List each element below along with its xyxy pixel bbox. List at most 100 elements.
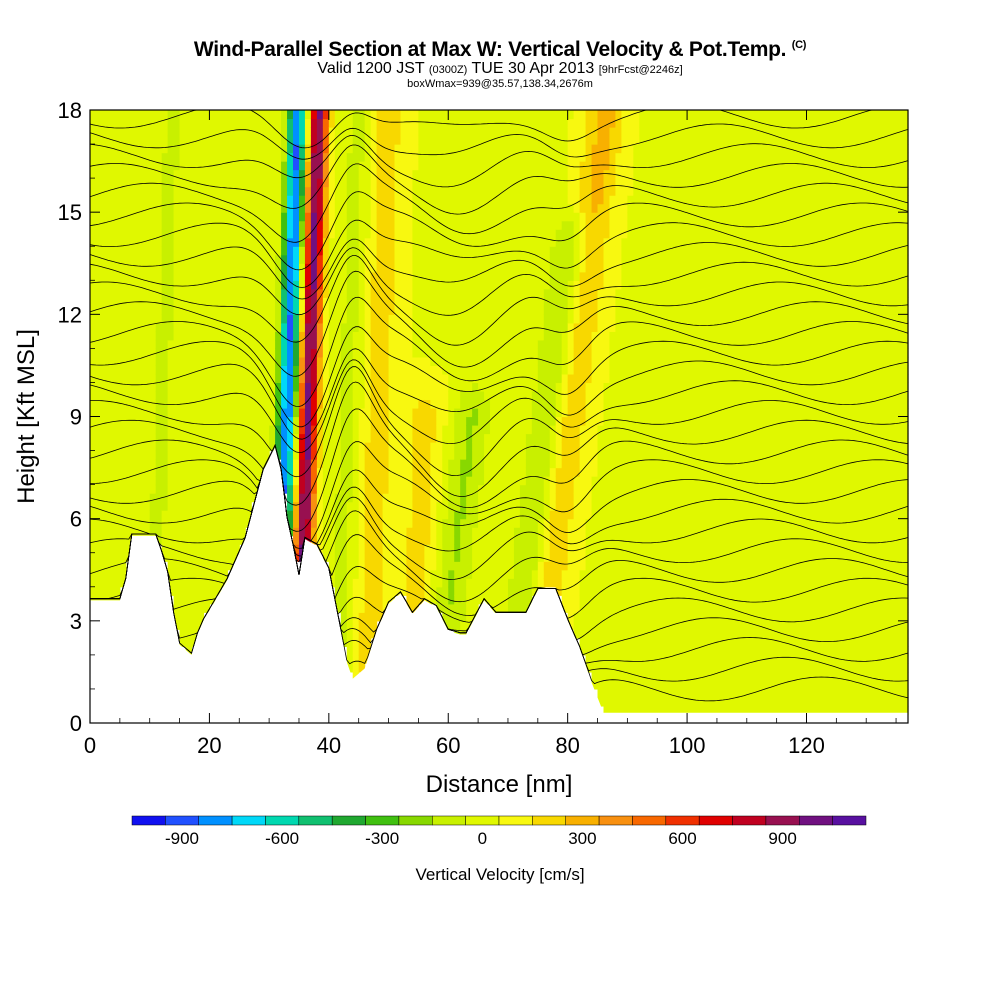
velocity-cell [143, 144, 151, 154]
velocity-cell [442, 535, 449, 545]
velocity-cell [376, 612, 384, 622]
velocity-cell [173, 501, 181, 511]
velocity-cell [257, 305, 264, 315]
velocity-cell [293, 152, 300, 162]
velocity-cell [597, 518, 605, 528]
velocity-cell [543, 322, 551, 332]
velocity-cell [131, 527, 139, 537]
velocity-cell [555, 450, 563, 460]
velocity-cell [370, 152, 378, 162]
velocity-cell [442, 237, 449, 247]
velocity-cell [155, 314, 163, 324]
velocity-cell [310, 220, 318, 230]
velocity-cell [382, 535, 390, 545]
velocity-cell [442, 620, 449, 630]
velocity-cell [537, 161, 545, 171]
velocity-cell [567, 135, 575, 145]
velocity-cell [579, 416, 587, 426]
velocity-cell [245, 314, 252, 324]
velocity-cell [179, 356, 187, 367]
velocity-cell [567, 144, 575, 154]
velocity-cell [490, 331, 497, 341]
velocity-cell [442, 399, 449, 409]
velocity-cell [370, 425, 378, 435]
velocity-cell [484, 442, 491, 452]
velocity-cell [549, 144, 557, 154]
velocity-cell [185, 144, 193, 154]
velocity-cell [579, 135, 587, 145]
velocity-cell [209, 595, 216, 605]
velocity-cell [90, 552, 97, 562]
velocity-cell [358, 399, 366, 409]
velocity-cell [555, 501, 563, 511]
velocity-cell [113, 220, 121, 230]
velocity-cell [328, 322, 336, 332]
velocity-cell [209, 118, 216, 128]
velocity-cell [191, 561, 199, 571]
velocity-cell [364, 433, 372, 443]
velocity-cell [472, 297, 479, 307]
velocity-cell [400, 195, 408, 205]
velocity-cell [352, 246, 360, 256]
velocity-cell [179, 178, 187, 188]
velocity-cell [460, 629, 467, 639]
velocity-cell [549, 442, 557, 452]
velocity-cell [119, 416, 127, 426]
velocity-cell [466, 382, 473, 392]
velocity-cell [400, 561, 408, 571]
velocity-cell [507, 178, 515, 188]
velocity-cell [567, 467, 575, 477]
velocity-cell [179, 246, 187, 256]
velocity-cell [316, 297, 324, 307]
velocity-cell [567, 246, 575, 256]
velocity-cell [597, 688, 605, 699]
velocity-cell [519, 161, 527, 171]
velocity-cell [394, 476, 402, 486]
velocity-cell [119, 510, 127, 520]
velocity-cell [149, 161, 157, 171]
velocity-cell [346, 510, 354, 520]
velocity-cell [597, 612, 605, 622]
velocity-cell [287, 212, 294, 222]
velocity-cell [567, 271, 575, 281]
velocity-cell [525, 569, 533, 579]
velocity-cell [137, 450, 145, 460]
velocity-cell [412, 390, 419, 401]
velocity-cell [424, 212, 431, 222]
velocity-cell [513, 331, 521, 341]
velocity-cell [173, 322, 181, 332]
velocity-cell [179, 161, 187, 171]
velocity-cell [478, 527, 485, 537]
velocity-cell [179, 612, 187, 622]
velocity-cell [298, 178, 306, 188]
velocity-cell [328, 212, 336, 222]
velocity-cell [609, 620, 617, 630]
velocity-cell [322, 254, 330, 264]
velocity-cell [370, 127, 378, 137]
velocity-cell [251, 390, 258, 401]
velocity-cell [125, 322, 133, 332]
velocity-cell [149, 220, 157, 230]
velocity-cell [340, 110, 348, 120]
velocity-cell [340, 544, 348, 554]
velocity-cell [549, 544, 557, 554]
velocity-cell [406, 407, 414, 418]
velocity-cell [603, 263, 611, 273]
velocity-cell [579, 212, 587, 222]
velocity-cell [364, 280, 372, 290]
velocity-cell [376, 603, 384, 613]
velocity-cell [322, 186, 330, 196]
velocity-cell [579, 237, 587, 247]
velocity-cell [173, 476, 181, 486]
velocity-cell [400, 373, 408, 384]
velocity-cell [346, 535, 354, 545]
velocity-cell [484, 169, 491, 179]
velocity-cell [585, 280, 593, 290]
velocity-cell [537, 331, 545, 341]
velocity-cell [251, 288, 258, 298]
velocity-cell [525, 195, 533, 205]
velocity-cell [131, 263, 139, 273]
velocity-cell [179, 135, 187, 145]
velocity-cell [382, 425, 390, 435]
velocity-cell [394, 578, 402, 588]
